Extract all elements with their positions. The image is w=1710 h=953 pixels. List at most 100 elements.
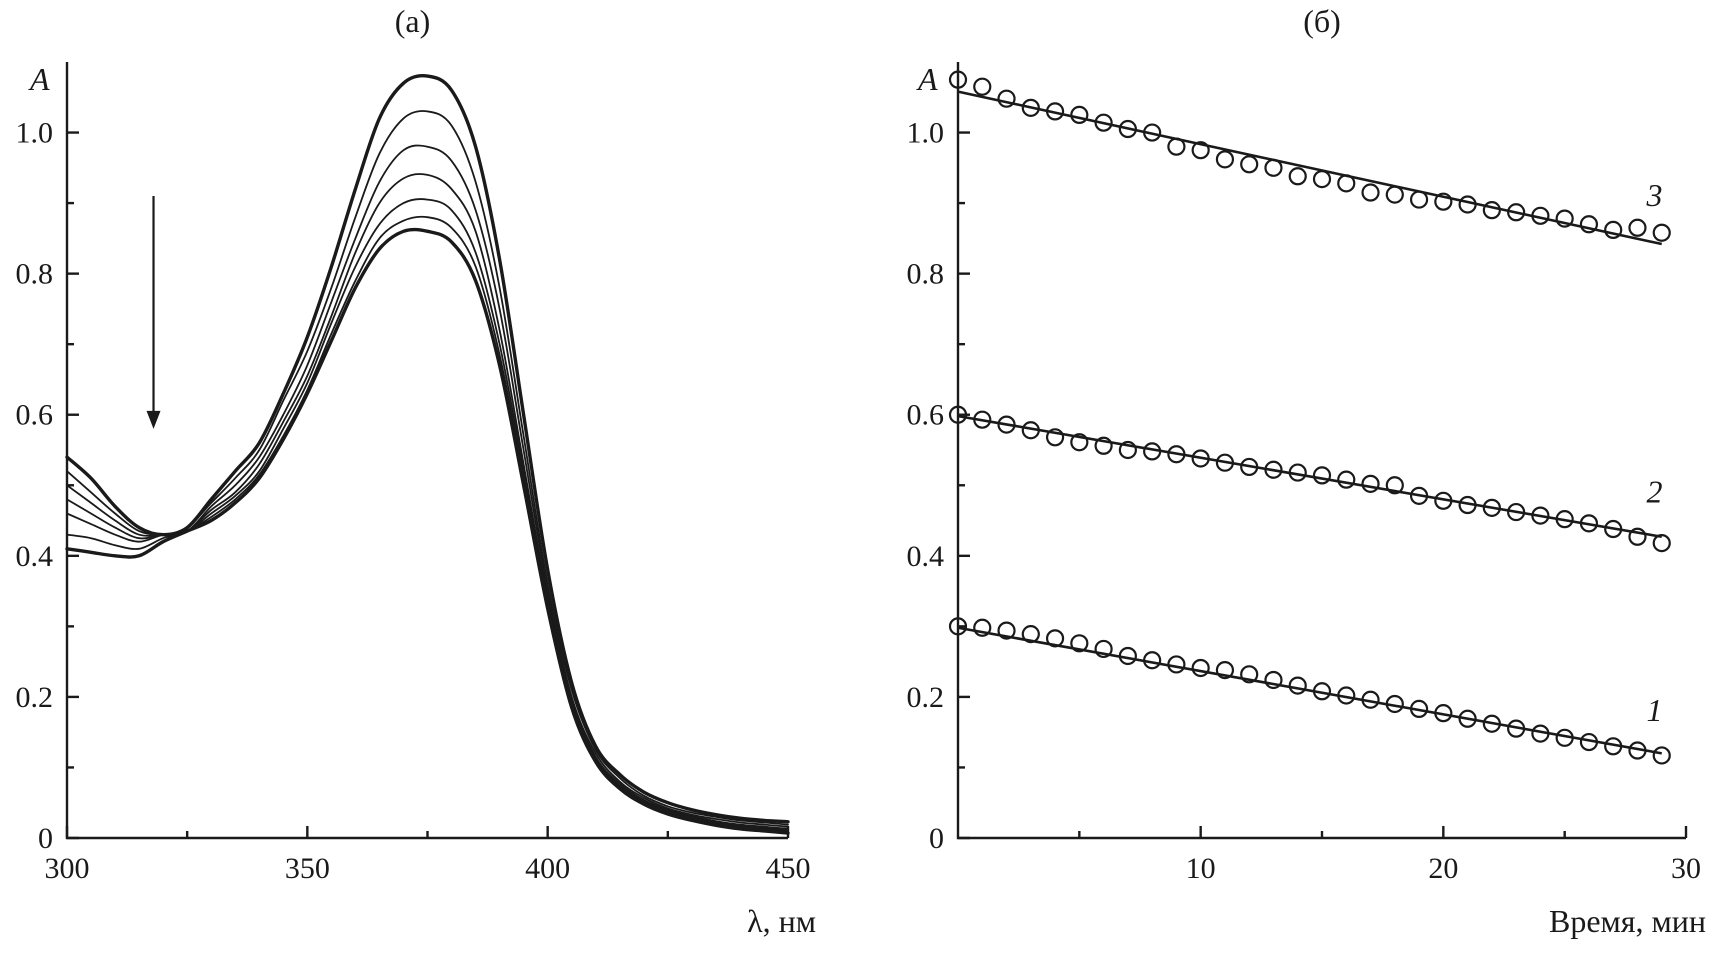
panel-b-y-axis-label: A	[916, 61, 938, 97]
data-point	[1143, 123, 1162, 142]
data-point	[1385, 476, 1404, 495]
data-point	[1312, 466, 1332, 485]
panel-a-label: (a)	[395, 3, 431, 39]
data-point	[1191, 658, 1210, 678]
data-point	[1555, 728, 1574, 747]
panel-a-x-tick-label: 350	[285, 852, 330, 885]
data-point	[948, 70, 968, 89]
data-point	[1628, 527, 1647, 546]
panel-a-spectrum-line-2	[66, 110, 789, 826]
panel-a-spectrum-line-4	[66, 173, 789, 830]
data-point	[1288, 167, 1307, 186]
data-point	[1604, 220, 1623, 239]
fit-line-3	[957, 90, 1663, 246]
data-point	[1191, 449, 1210, 468]
data-point	[1434, 704, 1453, 723]
panel-b-x-tick-label: 30	[1671, 852, 1701, 885]
series-label-1: 1	[1646, 692, 1662, 728]
panel-b-y-tick-label: 0.6	[907, 399, 945, 432]
data-point	[1118, 119, 1137, 139]
panel-b-y-tick-label: 1.0	[907, 117, 945, 150]
data-point	[1312, 682, 1332, 701]
panel-a-spectra	[65, 74, 790, 835]
panel-b-y-tick-label: 0.8	[907, 258, 945, 291]
data-point	[1045, 629, 1065, 648]
panel-b-series: 1 2 3	[948, 70, 1671, 765]
data-point	[1118, 646, 1137, 666]
data-point	[1070, 433, 1089, 452]
fit-line-1	[957, 626, 1662, 755]
data-point	[1628, 741, 1647, 760]
panel-b-x-tick-label: 10	[1186, 852, 1216, 885]
panel-b-y-tick-label: 0.2	[907, 681, 945, 714]
data-point	[1264, 670, 1283, 690]
data-point	[1167, 137, 1186, 156]
panel-a-y-tick-label: 1.0	[16, 117, 54, 150]
data-point	[1264, 158, 1283, 177]
data-point	[1215, 453, 1235, 472]
data-point	[1434, 491, 1453, 510]
panel-a-spectrum-line-6	[66, 215, 789, 833]
panel-a-x-tick-label: 300	[45, 852, 90, 885]
series-label-2: 2	[1646, 473, 1662, 509]
data-point	[1045, 428, 1065, 447]
panel-b-series-2: 2	[948, 405, 1671, 553]
arrow-head	[146, 410, 161, 429]
data-point	[1385, 694, 1404, 714]
data-point	[997, 89, 1016, 108]
panel-b-label: (б)	[1303, 3, 1341, 39]
panel-b-y-tick-label: 0	[929, 822, 944, 855]
data-point	[1482, 201, 1501, 220]
data-point	[1070, 105, 1089, 125]
data-point	[1288, 676, 1307, 695]
data-point	[1361, 474, 1380, 493]
data-point	[1628, 218, 1647, 237]
data-point	[948, 617, 968, 636]
data-point	[1531, 724, 1550, 743]
panel-a-y-tick-label: 0.2	[16, 681, 54, 714]
data-point	[1652, 746, 1671, 765]
panel-b: (б) A Время, мин 0 0.2 0.4 0.6 0.8 1.0 10 20 30 …	[907, 3, 1707, 939]
data-point	[1579, 732, 1599, 752]
panel-a-spectrum-line-3	[66, 144, 789, 828]
data-point	[973, 410, 992, 429]
panel-a-arrow-annotation	[146, 196, 161, 429]
data-point	[1021, 625, 1040, 644]
data-point	[948, 405, 968, 424]
data-point	[1458, 495, 1477, 515]
data-point	[1434, 192, 1453, 211]
panel-b-axis-lines	[956, 62, 1686, 840]
data-point	[1215, 661, 1235, 680]
panel-b-series-3: 3	[948, 70, 1671, 246]
panel-a-axes: 0 0.2 0.4 0.6 0.8 1.0 300 350 400 450	[16, 62, 811, 885]
panel-a-y-tick-label: 0.4	[16, 540, 54, 573]
data-point	[1191, 141, 1210, 160]
data-point	[1215, 150, 1235, 169]
data-point	[973, 618, 992, 637]
data-point	[1288, 463, 1307, 482]
data-point	[1094, 436, 1113, 455]
data-point	[1604, 737, 1623, 756]
data-point	[1264, 460, 1283, 479]
panel-a-spectrum-line-7	[65, 227, 790, 835]
data-point	[1118, 440, 1137, 460]
data-point	[1337, 686, 1356, 705]
panel-a-spectrum-line-1	[65, 74, 790, 824]
data-point	[1409, 699, 1429, 719]
data-point	[1482, 498, 1501, 517]
data-point	[1045, 102, 1065, 121]
data-point	[1167, 445, 1186, 464]
panel-a-spectrum-line-5	[66, 198, 789, 832]
data-point	[1094, 639, 1113, 659]
data-point	[1652, 534, 1671, 553]
panel-a-x-axis-label: λ, нм	[747, 903, 816, 939]
panel-b-axes: 0 0.2 0.4 0.6 0.8 1.0 10 20 30	[907, 62, 1701, 885]
panel-b-series-1: 1	[948, 617, 1671, 765]
data-point	[1337, 174, 1356, 193]
data-point	[1240, 665, 1259, 684]
panel-a-y-tick-label: 0.8	[16, 258, 54, 291]
data-point	[1652, 223, 1671, 242]
panel-a: (a) A λ, нм 0 0.2 0.4 0.6 0.8 1.0 300 350 400 450	[16, 3, 817, 939]
data-point	[1409, 190, 1429, 209]
